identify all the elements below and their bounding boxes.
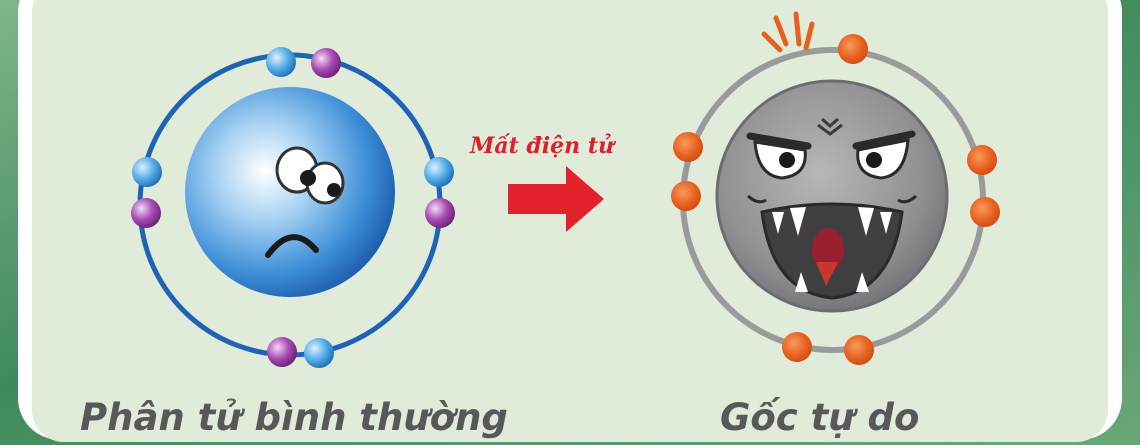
electron-blue-left xyxy=(132,157,162,187)
electron-purple-bottom xyxy=(267,337,297,367)
normal-molecule-label: Phân tử bình thường xyxy=(80,396,508,439)
electron-orange-left-2 xyxy=(671,181,701,211)
sad-blue-atom-icon xyxy=(185,87,395,297)
anger-marks-icon xyxy=(761,11,815,53)
electron-purple-left xyxy=(131,198,161,228)
arrow-caption: Mất điện tử xyxy=(470,133,614,159)
angry-grey-radical-icon xyxy=(715,79,949,313)
electron-blue-bottom xyxy=(304,338,334,368)
electron-orange-bottom-2 xyxy=(844,335,874,365)
free-radical xyxy=(671,11,1000,365)
electron-orange-bottom-1 xyxy=(782,332,812,362)
electron-orange-top xyxy=(838,34,868,64)
electron-purple-top xyxy=(311,48,341,78)
free-radical-label: Gốc tự do xyxy=(720,396,920,439)
electron-orange-right-1 xyxy=(967,145,997,175)
normal-molecule xyxy=(131,47,455,368)
electron-purple-right xyxy=(425,198,455,228)
electron-blue-top xyxy=(266,47,296,77)
electron-blue-right xyxy=(424,157,454,187)
electron-orange-right-2 xyxy=(970,197,1000,227)
electron-orange-left-1 xyxy=(673,132,703,162)
arrow-right-icon xyxy=(508,166,604,232)
